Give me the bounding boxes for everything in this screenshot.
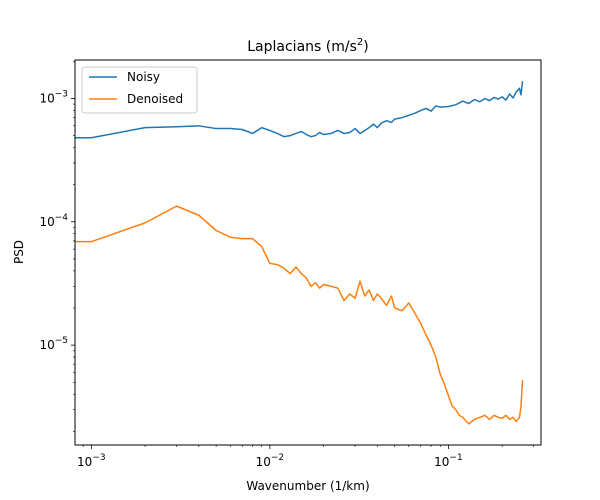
- tick-layer: 10−3 10−2 10−1 10−5 10−4 10−3: [39, 61, 534, 469]
- series-line-denoised: [75, 205, 524, 425]
- y-tick-label: 10−5: [39, 336, 68, 352]
- y-axis-label: PSD: [12, 240, 26, 264]
- chart-title: Laplacians (m/s2): [247, 37, 368, 55]
- y-tick-label: 10−3: [39, 89, 68, 105]
- x-tick-label: 10−1: [434, 453, 463, 469]
- series-layer: [75, 81, 524, 425]
- legend-box: [81, 66, 198, 114]
- y-tick-label: 10−4: [39, 213, 68, 229]
- legend-label-denoised: Denoised: [127, 92, 183, 106]
- series-line-noisy: [75, 81, 524, 139]
- x-tick-label: 10−2: [256, 453, 285, 469]
- plot-frame: [74, 59, 542, 446]
- x-axis-label: Wavenumber (1/km): [246, 479, 369, 493]
- legend-label-noisy: Noisy: [127, 70, 160, 84]
- legend: Noisy Denoised: [81, 66, 198, 114]
- x-tick-label: 10−3: [77, 453, 106, 469]
